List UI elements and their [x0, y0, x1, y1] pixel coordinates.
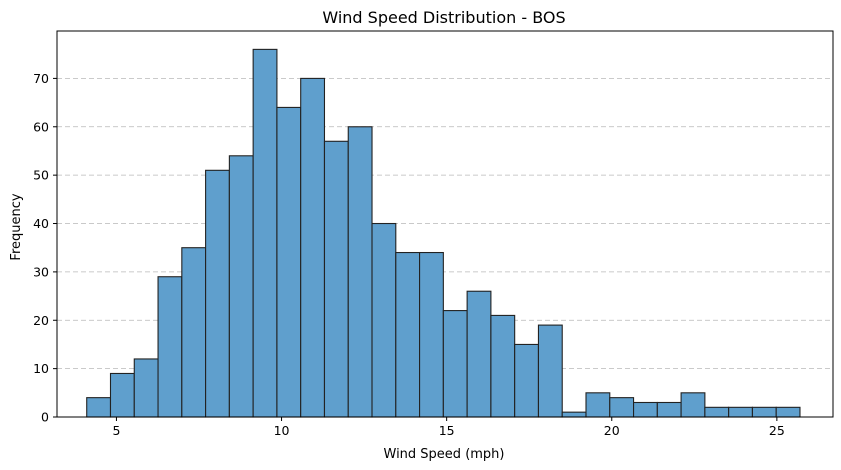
histogram-bar	[633, 401, 658, 418]
histogram-bar	[323, 140, 349, 418]
histogram-bar	[109, 372, 135, 418]
histogram-bar	[656, 401, 682, 418]
bars	[86, 48, 801, 418]
x-axis-ticks: 5 10 15 20 25	[112, 417, 785, 438]
x-tick-label: 25	[769, 423, 785, 438]
chart-title: Wind Speed Distribution - BOS	[322, 8, 565, 27]
histogram-bar	[252, 48, 278, 418]
histogram-bar	[157, 276, 183, 418]
histogram-bar	[466, 290, 492, 418]
y-axis-ticks: 0 10 20 30 40 50 60 70	[33, 71, 57, 425]
histogram-bar	[205, 169, 230, 418]
histogram-bar	[514, 343, 540, 418]
histogram-bar	[561, 411, 587, 418]
histogram-bar	[751, 406, 777, 418]
x-tick-label: 15	[439, 423, 455, 438]
y-tick-label: 10	[33, 361, 49, 376]
y-tick-label: 50	[33, 168, 49, 183]
histogram-bar	[537, 324, 563, 418]
y-tick-label: 70	[33, 71, 49, 86]
histogram-bar	[609, 397, 635, 418]
histogram-bar	[704, 406, 730, 418]
histogram-bar	[419, 251, 444, 418]
y-tick-label: 60	[33, 119, 49, 134]
histogram-bar	[395, 251, 421, 418]
histogram-bar	[490, 314, 516, 418]
histogram-bar	[585, 392, 611, 418]
histogram-bar	[775, 406, 801, 418]
x-axis-label: Wind Speed (mph)	[384, 447, 505, 462]
histogram-bar	[347, 126, 373, 418]
histogram-bar	[442, 310, 468, 418]
histogram-bar	[276, 106, 302, 418]
histogram-bar	[300, 77, 326, 418]
histogram-bar	[86, 397, 112, 418]
y-tick-label: 40	[33, 216, 49, 231]
y-axis-label: Frequency	[9, 193, 24, 260]
histogram-bar	[181, 247, 207, 418]
y-tick-label: 20	[33, 313, 49, 328]
histogram-bar	[680, 392, 706, 418]
histogram-bar	[228, 155, 254, 418]
y-tick-label: 30	[33, 264, 49, 279]
x-tick-label: 5	[112, 423, 120, 438]
x-tick-label: 10	[274, 423, 290, 438]
histogram-bar	[728, 406, 753, 418]
histogram-bar	[133, 358, 159, 418]
x-tick-label: 20	[604, 423, 620, 438]
histogram-bar	[371, 222, 397, 418]
y-tick-label: 0	[41, 410, 49, 425]
